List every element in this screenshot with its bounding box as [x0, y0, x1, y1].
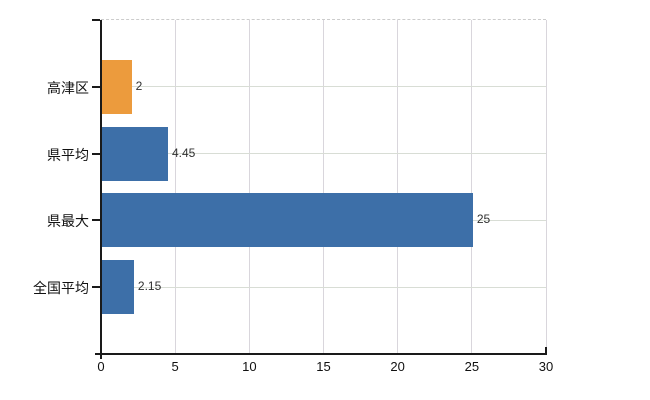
- x-tick-label: 30: [538, 359, 554, 374]
- x-tick-label: 0: [97, 359, 105, 374]
- v-gridline: [397, 20, 399, 354]
- x-axis-zero-tick: [100, 355, 102, 359]
- x-tick-label: 10: [242, 359, 257, 374]
- y-axis-endcap-tick: [92, 19, 100, 21]
- bar-value-label: 25: [476, 212, 491, 227]
- v-gridline: [174, 20, 176, 354]
- bar-value-label: 2: [135, 78, 143, 93]
- category-label-1: 県平均: [47, 146, 89, 163]
- x-tick-label: 20: [390, 359, 405, 374]
- category-tick: [92, 286, 100, 289]
- x-tick-label: 25: [464, 359, 480, 374]
- category-tick: [92, 219, 100, 222]
- bar-2: [102, 193, 473, 248]
- category-label-3: 全国平均: [33, 280, 89, 297]
- x-axis: [95, 353, 547, 355]
- y-axis: [100, 20, 102, 355]
- x-tick-label: 15: [316, 359, 331, 374]
- v-gridline: [545, 20, 547, 354]
- h-gridline: [101, 86, 546, 88]
- x-axis-endcap-tick: [545, 347, 547, 353]
- bar-value-label: 2.15: [137, 279, 162, 294]
- bar-1: [102, 126, 168, 181]
- x-tick-label: 5: [171, 359, 179, 374]
- bar-3: [102, 260, 134, 315]
- category-label-2: 県最大: [47, 213, 89, 230]
- v-gridline: [471, 20, 473, 354]
- category-tick: [92, 152, 100, 155]
- h-gridline: [101, 153, 546, 155]
- bar-value-label: 4.45: [172, 145, 196, 160]
- plot-top-border: [101, 19, 546, 20]
- category-tick: [92, 85, 100, 88]
- category-label-0: 高津区: [47, 79, 89, 96]
- h-gridline: [101, 286, 546, 288]
- v-gridline: [248, 20, 250, 354]
- v-gridline: [323, 20, 324, 354]
- bar-0: [102, 59, 132, 114]
